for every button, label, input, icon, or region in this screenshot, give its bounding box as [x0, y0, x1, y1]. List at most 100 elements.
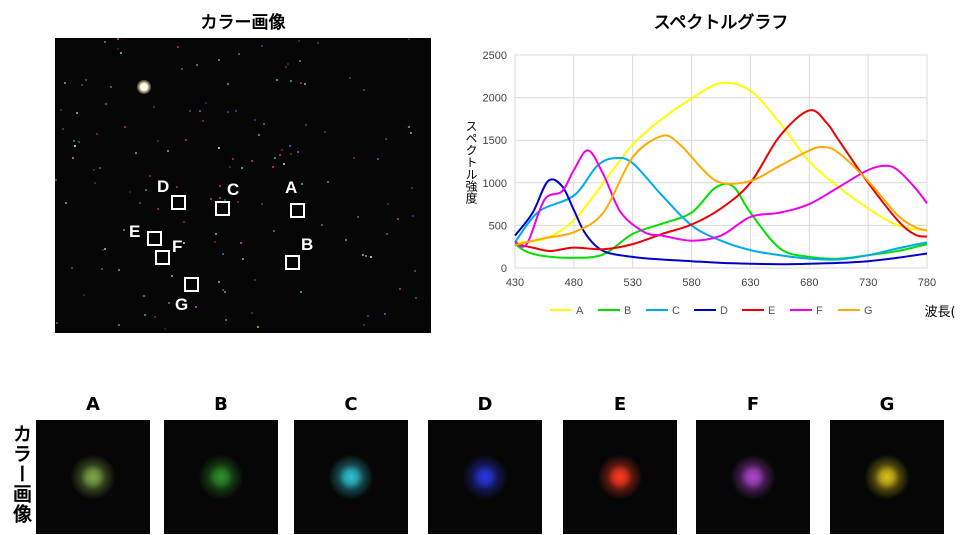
star-dot [349, 77, 351, 79]
marker-label-f: F [172, 237, 183, 256]
star-dot [102, 249, 104, 251]
marker-box-d [171, 195, 186, 210]
x-tick-label: 430 [506, 277, 524, 289]
star-dot [399, 288, 401, 290]
star-dot [273, 230, 275, 232]
star-dot [120, 52, 122, 54]
star-dot [64, 82, 66, 84]
star-dot [415, 297, 417, 299]
star-dot [168, 302, 170, 304]
thumbnail-label-c: C [344, 394, 358, 415]
star-dot [289, 145, 291, 147]
star-dot [377, 158, 379, 160]
star-dot [118, 269, 120, 271]
star-dot [123, 229, 125, 231]
marker-box-c [215, 201, 230, 216]
star-dot [76, 112, 78, 114]
star-dot [71, 267, 73, 269]
star-dot [257, 326, 259, 328]
x-tick-label: 530 [624, 277, 642, 289]
star-dot [327, 181, 329, 183]
star-dot [202, 120, 204, 122]
series-line-g [514, 134, 928, 246]
star-dot [301, 183, 303, 185]
star-dot [214, 241, 216, 243]
star-dot [224, 291, 226, 293]
star-dot [321, 224, 323, 226]
star-dot [117, 38, 119, 40]
legend-label-f: F [816, 305, 823, 317]
star-dot [411, 187, 413, 189]
star-dot [363, 324, 365, 326]
star-dot [199, 110, 201, 112]
star-dot [104, 41, 106, 43]
star-dot [285, 66, 287, 68]
star-dot [176, 186, 178, 188]
star-dot [83, 294, 85, 296]
star-dot [261, 45, 263, 47]
star-dot [222, 289, 224, 291]
thumbnail-label-b: B [214, 394, 228, 415]
star-dot [135, 152, 137, 154]
star-dot [235, 110, 237, 112]
star-dot [232, 158, 234, 160]
star-dot [164, 328, 166, 330]
star-dot [117, 48, 119, 50]
star-dot [251, 312, 253, 314]
y-axis-label: スペクトル強度 [464, 120, 478, 204]
star-dot [189, 110, 191, 112]
y-tick-label: 0 [501, 263, 507, 275]
star-dot [261, 203, 263, 205]
star-dot [85, 79, 87, 81]
star-dot [397, 218, 399, 220]
star-dot [81, 84, 83, 86]
star-dot [218, 59, 220, 61]
star-dot [181, 68, 183, 70]
star-dot [93, 169, 95, 171]
star-dot [224, 199, 226, 201]
star-dot [353, 157, 355, 159]
star-dot [139, 202, 141, 204]
star-dot [55, 179, 57, 181]
star-dot [414, 270, 416, 272]
thumbnail-c [294, 420, 408, 534]
x-tick-label: 630 [741, 277, 759, 289]
series-line-e [514, 109, 928, 253]
star-dot [219, 185, 221, 187]
thumbnail-label-d: D [477, 394, 493, 415]
star-dot [254, 279, 256, 281]
thumbnail-label-f: F [746, 394, 760, 415]
marker-box-b [285, 255, 300, 270]
star-dot [149, 175, 151, 177]
star-dot [298, 40, 300, 42]
star-dot [157, 140, 159, 142]
marker-box-a [290, 203, 305, 218]
thumbnail-d [428, 420, 542, 534]
star-dot [386, 233, 388, 235]
series-line-a [514, 81, 928, 244]
star-dot [185, 139, 187, 141]
star-dot [225, 319, 227, 321]
marker-label-e: E [129, 222, 141, 241]
color-image-title: カラー画像 [200, 13, 286, 33]
star-dot [105, 103, 107, 105]
star-dot [218, 281, 220, 283]
series-line-d [514, 178, 928, 266]
star-dot [304, 83, 306, 85]
thumbnail-label-a: A [86, 394, 100, 415]
star-dot [124, 126, 126, 128]
star-dot [385, 138, 387, 140]
marker-label-d: D [157, 177, 170, 196]
marker-label-g: G [175, 295, 189, 314]
star-dot [254, 119, 256, 121]
legend-label-e: E [768, 305, 775, 317]
star-dot [279, 154, 281, 156]
star-dot [144, 314, 146, 316]
star-dot [240, 242, 242, 244]
x-tick-label: 730 [859, 277, 877, 289]
marker-box-e [147, 231, 162, 246]
star-dot [167, 150, 169, 152]
star-dot [177, 46, 179, 48]
star-dot [153, 106, 155, 108]
chart-title: スペクトルグラフ [653, 13, 789, 33]
